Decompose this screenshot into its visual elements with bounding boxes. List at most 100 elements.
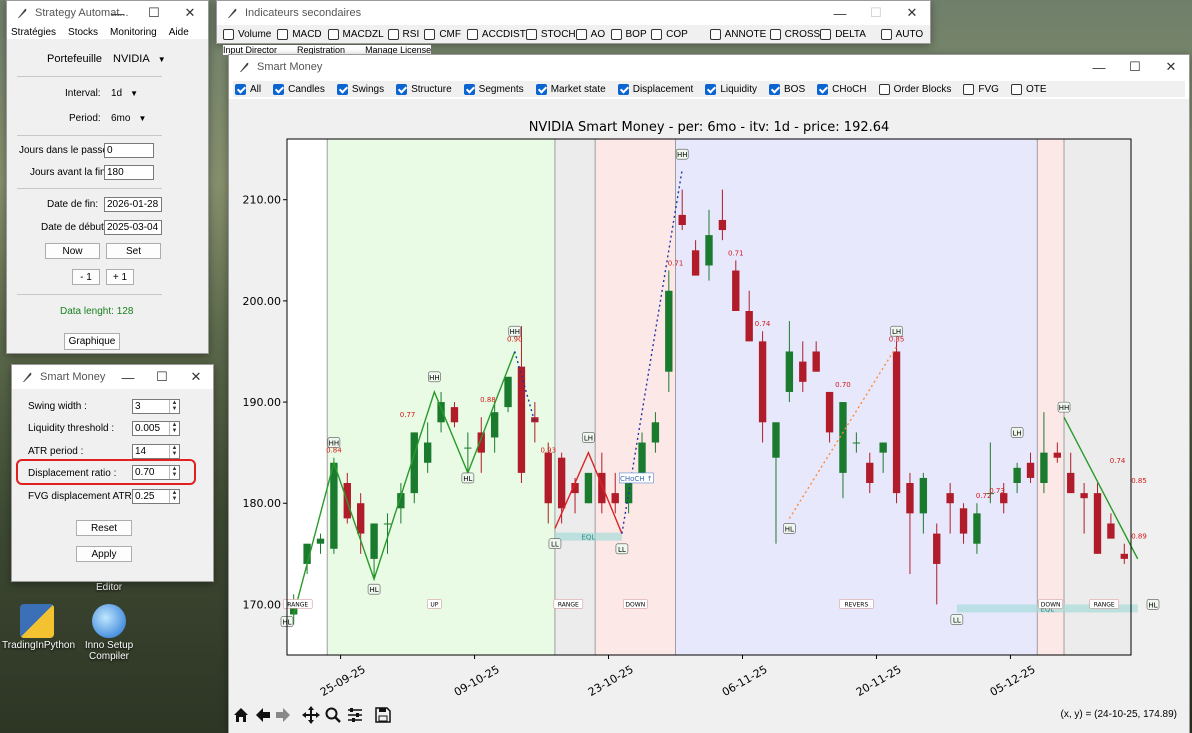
close-icon[interactable]: ✕ [190,369,202,384]
option-checkbox-displacement[interactable]: Displacement [617,81,693,97]
set-button[interactable]: Set [106,243,161,259]
indicators-titlebar[interactable]: Indicateurs secondaires — ☐ ✕ [217,1,930,25]
menu-strategies[interactable]: Stratégies [11,26,57,38]
reset-button[interactable]: Reset [76,520,132,536]
days-past-input[interactable]: 0 [104,143,154,158]
configure-subplots-icon[interactable] [345,705,365,725]
minimize-icon[interactable]: — [833,5,847,21]
chart-button[interactable]: Graphique [64,333,120,350]
desktop-icon-tradinginpython[interactable]: TradingInPython [2,604,75,651]
spin-arrows-icon[interactable]: ▲ ▼ [169,466,179,479]
swing-tag-label: HH [329,440,340,448]
checkbox-icon [327,29,339,40]
candle-body [758,341,767,423]
liquidity-threshold-spinbox[interactable]: 0.005 ▲ ▼ [132,421,180,436]
spin-arrows-icon[interactable]: ▲ ▼ [169,445,179,458]
option-checkbox-all[interactable]: All [235,81,261,97]
indicator-checkbox-cop[interactable]: COP [651,29,697,40]
candle-body [1000,493,1008,504]
menu-monitoring[interactable]: Monitoring [110,26,157,38]
spin-arrows-icon[interactable]: ▲ ▼ [169,400,179,413]
desktop-icon-inno-setup[interactable]: Inno Setup Compiler [74,604,144,662]
option-checkbox-segments[interactable]: Segments [463,81,524,97]
menu-input-director[interactable]: Input Director [223,45,278,55]
save-icon[interactable] [373,705,393,725]
candle-body [785,351,794,392]
interval-dropdown[interactable]: 1d ▼ [111,88,138,99]
option-checkbox-market-state[interactable]: Market state [535,81,606,97]
end-date-input[interactable]: 2026-01-28 [104,197,162,212]
back-arrow-icon[interactable] [253,705,273,725]
checkbox-icon [466,29,478,40]
indicator-checkbox-annote[interactable]: ANNOTE [709,29,770,40]
indicator-checkbox-bop[interactable]: BOP [610,29,652,40]
apply-button[interactable]: Apply [76,546,132,562]
fvg-spinbox[interactable]: 0.25 ▲ ▼ [132,489,180,504]
option-checkbox-bos[interactable]: BOS [769,81,805,97]
swing-tag [615,543,629,555]
spin-arrows-icon[interactable]: ▲ ▼ [169,490,179,503]
displacement-ratio-label: 0.84 [326,447,342,455]
desktop-icon-label: Inno Setup Compiler [84,640,134,662]
strategy-titlebar[interactable]: Strategy Automat... — ☐ ✕ [7,1,208,25]
menu-help[interactable]: Aide [168,26,189,38]
start-date-label: Date de début: [41,222,107,233]
option-checkbox-ote[interactable]: OTE [1010,81,1047,97]
plus-one-button[interactable]: + 1 [106,269,134,285]
minimize-icon[interactable]: — [121,369,135,385]
start-date-input[interactable]: 2025-03-04 [104,220,162,235]
minimize-icon[interactable]: — [111,5,125,21]
swing-width-spinbox[interactable]: 3 ▲ ▼ [132,399,180,414]
displacement-ratio-label: 0.77 [400,411,416,419]
menu-registration[interactable]: Registration [297,45,346,55]
indicator-checkbox-volume[interactable]: Volume [223,29,277,40]
days-before-end-input[interactable]: 180 [104,165,154,180]
smart-money-titlebar[interactable]: Smart Money — ☐ ✕ [12,365,213,389]
indicator-checkbox-delta[interactable]: DELTA [820,29,868,40]
maximize-icon[interactable]: ☐ [1129,59,1141,74]
option-checkbox-fvg[interactable]: FVG [963,81,999,97]
indicator-checkbox-auto[interactable]: AUTO [880,29,929,40]
minimize-icon[interactable]: — [1092,59,1106,75]
maximize-icon[interactable]: ☐ [148,5,160,20]
close-icon[interactable]: ✕ [1165,59,1177,74]
minus-one-button[interactable]: - 1 [72,269,100,285]
chart-titlebar[interactable]: Smart Money — ☐ ✕ [229,55,1189,79]
indicator-checkbox-stoch[interactable]: STOCH [525,29,576,40]
option-checkbox-liquidity[interactable]: Liquidity [705,81,757,97]
indicator-checkbox-rsi[interactable]: RSI [387,29,425,40]
menu-stocks[interactable]: Stocks [68,26,99,38]
candle-body [517,366,526,473]
displacement-ratio-spinbox[interactable]: 0.70 ▲ ▼ [132,465,180,480]
period-dropdown[interactable]: 6mo ▼ [111,113,146,124]
option-checkbox-structure[interactable]: Structure [396,81,452,97]
option-checkbox-choch[interactable]: CHoCH [817,81,867,97]
zoom-icon[interactable] [323,705,343,725]
option-checkbox-order-blocks[interactable]: Order Blocks [878,81,951,97]
option-checkbox-candles[interactable]: Candles [273,81,325,97]
now-button[interactable]: Now [45,243,100,259]
swing-tag-label: HL [369,586,378,594]
market-state-tag [1038,599,1063,609]
menu-manage-license[interactable]: Manage License [365,45,432,55]
home-icon[interactable] [231,705,251,725]
indicator-checkbox-macdzl[interactable]: MACDZL [327,29,388,40]
indicator-checkbox-cmf[interactable]: CMF [424,29,467,40]
spin-arrows-icon[interactable]: ▲ ▼ [169,422,179,435]
pan-icon[interactable] [301,705,321,725]
forward-arrow-icon[interactable] [273,705,293,725]
close-icon[interactable]: ✕ [184,5,196,20]
swing-tag-label: LH [1013,429,1022,437]
indicator-checkbox-cross[interactable]: CROSS [769,29,820,40]
option-checkbox-swings[interactable]: Swings [336,81,384,97]
market-state-zone [675,139,1038,655]
maximize-icon[interactable]: ☐ [156,369,168,384]
indicator-checkbox-accdist[interactable]: ACCDIST [466,29,526,40]
portfolio-value: NVIDIA [113,53,150,65]
atr-period-spinbox[interactable]: 14 ▲ ▼ [132,444,180,459]
portfolio-dropdown[interactable]: NVIDIA ▼ [113,53,166,65]
indicator-checkbox-macd[interactable]: MACD [277,29,327,40]
indicator-checkbox-ao[interactable]: AO [575,29,611,40]
smart-money-chart[interactable]: EQL EQL NVIDIA Smart Money - per: 6mo - it… [229,99,1189,699]
close-icon[interactable]: ✕ [906,5,918,20]
